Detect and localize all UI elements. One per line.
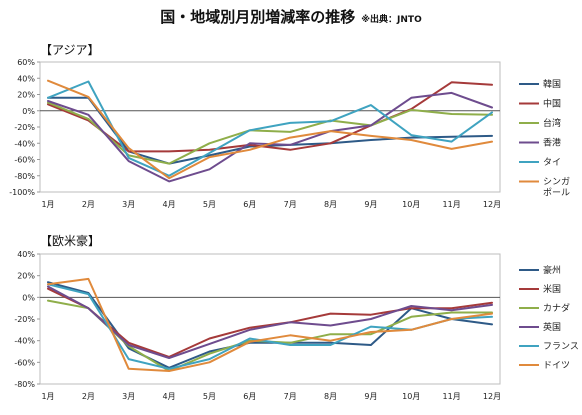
asia-legend-label: 香港 bbox=[543, 137, 561, 149]
west-legend-label: 米国 bbox=[543, 283, 561, 295]
west-ytick-label: -20% bbox=[14, 315, 35, 324]
west-xtick-label: 7月 bbox=[284, 392, 297, 401]
asia-xtick-label: 6月 bbox=[243, 200, 256, 209]
west-plot-frame bbox=[39, 253, 501, 385]
west-ytick-label: 20% bbox=[17, 272, 35, 281]
west-xtick-label: 2月 bbox=[82, 392, 95, 401]
west-xtick-label: 9月 bbox=[364, 392, 377, 401]
asia-xtick-label: 4月 bbox=[163, 200, 176, 209]
asia-xtick-label: 7月 bbox=[284, 200, 297, 209]
west-legend-label: カナダ bbox=[543, 302, 570, 314]
asia-legend-label: 中国 bbox=[543, 98, 561, 110]
west-legend-label: 豪州 bbox=[543, 264, 561, 276]
west-ytick-label: 0% bbox=[22, 293, 35, 302]
west-xtick-label: 6月 bbox=[243, 392, 256, 401]
west-xtick-label: 10月 bbox=[402, 392, 420, 401]
asia-line-chart: 60% 40% 20% 0% -20% -40% -60% -80% -100% 1月 2月 3月 4月… bbox=[9, 58, 570, 209]
page-title: 国・地域別月別増減率の推移 ※出典：JNTO bbox=[0, 6, 582, 27]
asia-xtick-label: 9月 bbox=[364, 200, 377, 209]
asia-series-line-2 bbox=[47, 81, 493, 153]
west-xtick-label: 4月 bbox=[163, 392, 176, 401]
asia-xtick-label: 8月 bbox=[324, 200, 337, 209]
asia-legend-label: 韓国 bbox=[543, 79, 561, 90]
west-series-line-2 bbox=[47, 287, 493, 358]
asia-ytick-label: 40% bbox=[17, 74, 35, 83]
west-xtick-label: 12月 bbox=[483, 392, 501, 401]
asia-legend-label: 台湾 bbox=[543, 117, 561, 129]
west-line-chart: 40% 20% 0% -20% -40% -60% -80% 1月 2月 3月 4月 5月 6月 7月 8月… bbox=[14, 250, 579, 401]
asia-ytick-label: -60% bbox=[14, 156, 35, 165]
west-xtick-label: 5月 bbox=[203, 392, 216, 401]
asia-ytick-label: 60% bbox=[17, 58, 35, 67]
asia-series-line-5 bbox=[47, 80, 493, 177]
asia-chart-title: 【アジア】 bbox=[40, 43, 100, 57]
asia-ytick-label: -40% bbox=[14, 139, 35, 148]
west-xtick-label: 8月 bbox=[324, 392, 337, 401]
asia-xtick-label: 1月 bbox=[41, 200, 54, 209]
asia-xtick-label: 12月 bbox=[483, 200, 501, 209]
asia-legend-label-cont: ポール bbox=[543, 188, 570, 199]
asia-ytick-label: -80% bbox=[14, 172, 35, 181]
asia-series-line-3 bbox=[47, 101, 493, 165]
source-note: ※出典：JNTO bbox=[361, 15, 422, 25]
asia-xtick-label: 11月 bbox=[443, 200, 461, 209]
asia-legend-label: シンガ bbox=[543, 177, 570, 188]
asia-xtick-label: 5月 bbox=[203, 200, 216, 209]
west-series-line-6 bbox=[47, 277, 493, 372]
west-legend-label: 英国 bbox=[543, 321, 561, 333]
west-ytick-label: -60% bbox=[14, 358, 35, 367]
west-legend-label: フランス bbox=[543, 341, 579, 352]
west-xtick-label: 1月 bbox=[41, 392, 54, 401]
west-chart-title: 【欧米豪】 bbox=[40, 234, 101, 248]
west-xtick-label: 11月 bbox=[443, 392, 461, 401]
west-series-line-4 bbox=[47, 285, 493, 359]
asia-xtick-label: 2月 bbox=[82, 200, 95, 209]
asia-legend-label: タイ bbox=[543, 157, 561, 168]
asia-ytick-label: -20% bbox=[14, 123, 35, 132]
asia-xtick-label: 10月 bbox=[402, 200, 420, 209]
west-ytick-label: 40% bbox=[17, 250, 35, 259]
west-ytick-label: -80% bbox=[14, 380, 35, 389]
asia-xtick-label: 3月 bbox=[122, 200, 135, 209]
asia-ytick-label: 0% bbox=[22, 107, 35, 116]
asia-series-line-6 bbox=[47, 79, 493, 180]
west-xtick-label: 3月 bbox=[122, 392, 135, 401]
asia-series-line-1 bbox=[47, 96, 493, 165]
west-ytick-label: -40% bbox=[14, 337, 35, 346]
west-legend-label: ドイツ bbox=[543, 361, 570, 371]
asia-ytick-label: -100% bbox=[9, 188, 35, 197]
page-title-text: 国・地域別月別増減率の推移 bbox=[160, 8, 356, 26]
asia-ytick-label: 20% bbox=[17, 91, 35, 100]
